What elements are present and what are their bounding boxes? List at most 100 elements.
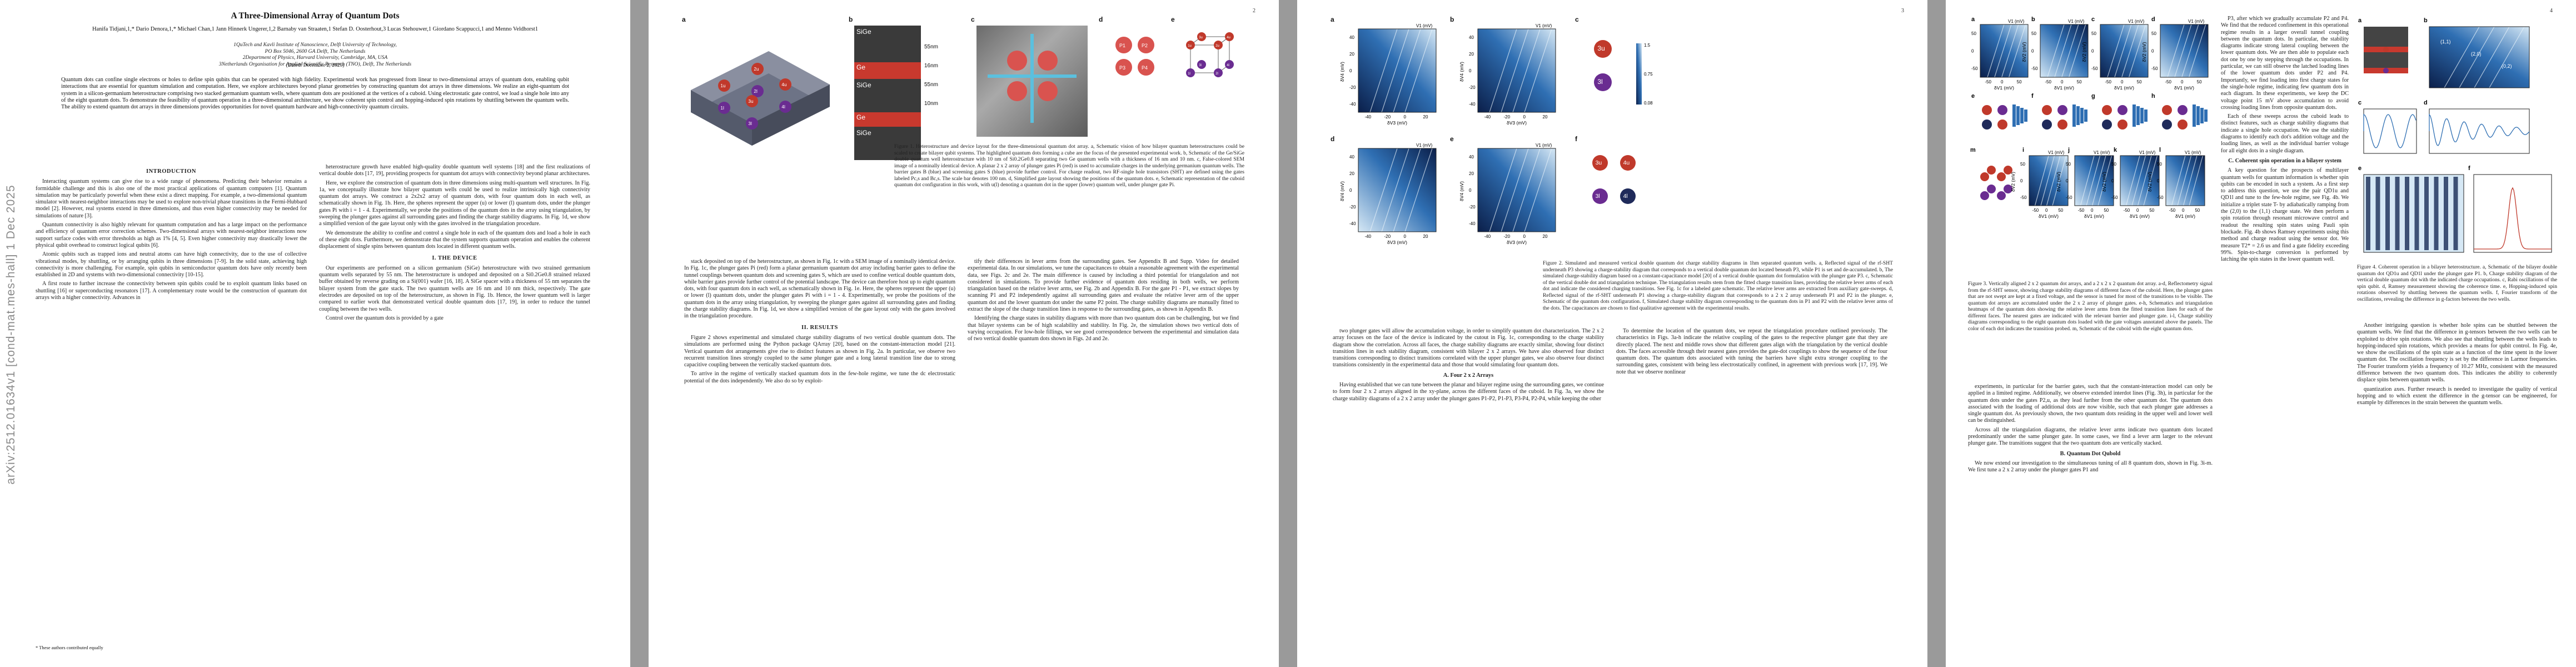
panel-label: g — [2091, 93, 2095, 99]
x-tick-label: -50 — [2165, 79, 2171, 84]
quantum-dot — [751, 85, 764, 97]
transition-line — [2080, 155, 2095, 206]
x-tick-label: 0 — [2061, 79, 2064, 84]
column-right: To determine the location of the quantum… — [1616, 328, 1887, 378]
y-axis-label: δV2 (mV) — [2141, 42, 2147, 62]
lever-arm-bar — [2024, 109, 2027, 122]
transition-line — [2129, 24, 2146, 78]
transition-line — [2114, 24, 2132, 78]
paragraph: Figure 2 shows experimental and simulate… — [684, 334, 955, 369]
panel-label: d — [2424, 99, 2428, 106]
x-axis-label: δV1 (mV) — [2174, 85, 2194, 91]
quantum-dot — [1620, 155, 1636, 171]
y-tick-label: 50 — [1971, 31, 1976, 36]
x-tick-label: 0 — [2136, 208, 2139, 213]
y-axis-label: δV2 (mV) — [2081, 42, 2087, 62]
plunger-gate-p2 — [1038, 51, 1058, 71]
x-tick-label: 0 — [1404, 234, 1407, 239]
y-tick-label: 50 — [2020, 162, 2025, 167]
quantum-dot-label: 2u — [1215, 44, 1219, 48]
transition-line — [2040, 155, 2055, 206]
x-axis-label: δV3 (mV) — [1387, 120, 1407, 126]
gate-label: P4 — [1142, 65, 1148, 71]
plunger-gate-p4 — [1038, 81, 1058, 101]
x-tick-label: 20 — [1543, 234, 1548, 239]
plot-frame — [2429, 108, 2530, 154]
y-tick-label: 0 — [2111, 178, 2114, 183]
x-tick-label: -50 — [2124, 208, 2130, 213]
paragraph: We demonstrate the ability to confine an… — [319, 230, 590, 250]
y-tick-label: -50 — [2091, 66, 2098, 71]
transition-line — [2034, 155, 2049, 206]
quantum-dot — [718, 102, 730, 114]
paragraph: tify their differences in lever arms fro… — [968, 258, 1239, 313]
top-axis-label: V1 (mV) — [2128, 19, 2145, 24]
quantum-dot — [2162, 105, 2172, 115]
x-tick-label: 50 — [2017, 79, 2022, 84]
gate-layout-diagram: P1 P2 P3 P4 — [1115, 37, 1154, 76]
quantum-dot-label: 4u — [1227, 36, 1230, 39]
paragraph: A key question for the prospects of mult… — [2221, 167, 2349, 263]
quantum-dot — [2117, 105, 2127, 115]
panel-label: c — [2358, 99, 2361, 106]
paragraph: P3, after which we gradually accumulate … — [2221, 16, 2349, 111]
transition-line — [1512, 148, 1541, 232]
quantum-dot-label: 4u — [781, 82, 787, 87]
quantum-dot — [1186, 41, 1195, 49]
y-axis-label: δV4 (mV) — [1339, 181, 1345, 201]
paper-title: A Three-Dimensional Array of Quantum Dot… — [231, 11, 400, 21]
affiliation-line: PO Box 5046, 2600 GA Delft, The Netherla… — [265, 48, 366, 54]
y-tick-label: -50 — [2111, 195, 2118, 200]
fft-peak-trace — [2474, 187, 2552, 250]
x-tick-label: -50 — [2105, 79, 2111, 84]
column-left: two plunger gates will allow the accumul… — [1333, 328, 1604, 405]
panel-label: a — [2358, 17, 2362, 24]
top-axis-label: V1 (mV) — [2068, 19, 2085, 24]
rabi-trace — [2363, 113, 2416, 148]
oscillation-stripe — [2414, 177, 2419, 250]
transition-line — [1524, 148, 1552, 232]
oscillation-stripe — [2385, 177, 2390, 250]
gate-label: P1 — [1119, 43, 1125, 48]
abstract: Quantum dots can confine single electron… — [61, 77, 569, 111]
transition-line — [2181, 24, 2199, 78]
top-axis-label: V1 (mV) — [2048, 150, 2065, 155]
transition-line — [2091, 155, 2106, 206]
transition-line — [1501, 28, 1529, 113]
quantum-dot — [1982, 105, 1992, 115]
quantum-dot-label: 4l — [1227, 64, 1229, 67]
transition-line — [1994, 24, 2012, 78]
panel-label: d — [1099, 16, 1103, 23]
paragraph: Interacting quantum systems can give ris… — [36, 178, 307, 219]
plot-frame — [2165, 155, 2205, 206]
x-tick-label: -40 — [1365, 115, 1372, 120]
thickness-label: 55nm — [924, 44, 939, 50]
x-axis-label: δV1 (mV) — [2039, 213, 2059, 219]
oscillation-stripe — [2395, 177, 2400, 250]
top-axis-label: V1 (mV) — [2188, 19, 2205, 24]
x-axis-label: δV3 (mV) — [1507, 120, 1527, 126]
transition-line — [2086, 155, 2101, 206]
stability-diagram-measured: -40 -20 0 20 -40 -20 0 20 40 δV3 (mV) δV4 (mV) V1 (… — [1339, 143, 1437, 245]
panel-label: k — [2114, 147, 2117, 153]
x-axis-label: δV1 (mV) — [2114, 85, 2134, 91]
transition-line — [2069, 24, 2086, 78]
thickness-label: 55nm — [924, 82, 939, 88]
figure-2: a -40 -20 0 20 -40 -20 0 20 40 δV3 (mV) δV4 (mV) V1… — [1331, 16, 1892, 249]
lever-arm-bar — [2144, 109, 2148, 122]
top-axis-label: V1 (mV) — [1536, 23, 1552, 28]
plot-frame — [2473, 174, 2552, 253]
x-tick-label: 0 — [1404, 115, 1407, 120]
y-tick-label: -50 — [2066, 195, 2072, 200]
quantum-dot — [1594, 73, 1612, 91]
y-tick-label: 20 — [1349, 171, 1354, 176]
charge-state-label: (1,1) — [2440, 39, 2451, 44]
y-tick-label: 0 — [2091, 49, 2094, 54]
quantum-dot — [751, 63, 764, 75]
quantum-dot — [1980, 191, 1989, 200]
plot-frame — [2120, 155, 2160, 206]
top-axis-label: V1 (mV) — [1536, 143, 1552, 148]
lever-arm-bar — [2196, 106, 2200, 125]
sem-image — [976, 26, 1088, 137]
